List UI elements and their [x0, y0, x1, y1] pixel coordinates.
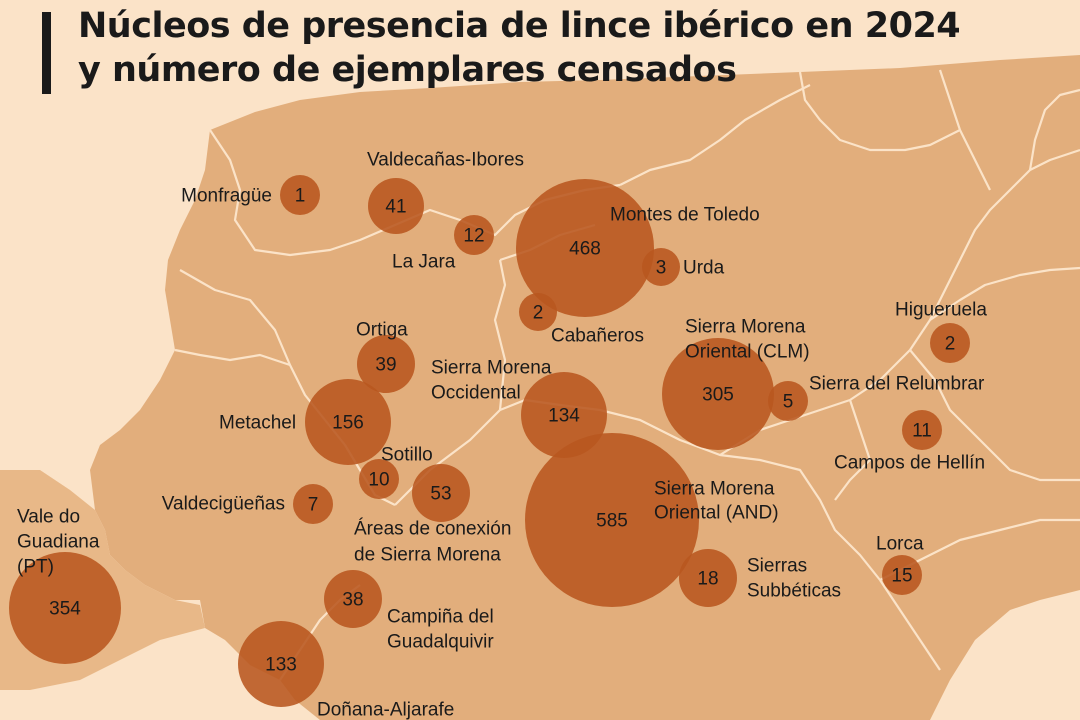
label-lajara: La Jara — [392, 252, 456, 273]
count-areas: 53 — [430, 484, 451, 505]
bubble-campina — [324, 570, 382, 628]
count-smclm: 305 — [702, 385, 734, 406]
label-campina-1: Campiña del — [387, 607, 494, 628]
label-areas-2: de Sierra Morena — [354, 545, 501, 566]
count-relumbrar: 5 — [783, 392, 794, 413]
bubble-higueruela — [930, 323, 970, 363]
bubble-smocc — [521, 372, 607, 458]
bubble-cabaneros — [519, 293, 557, 331]
label-smand-1: Sierra Morena — [654, 479, 775, 500]
label-vale-1: Vale do — [17, 507, 80, 528]
count-higueruela: 2 — [945, 334, 956, 355]
bubble-counts: 1 41 12 468 3 2 2 39 134 305 5 156 11 10… — [49, 186, 955, 676]
bubble-lorca — [882, 555, 922, 595]
label-vale-3: (PT) — [17, 557, 54, 578]
label-metachel: Metachel — [219, 413, 296, 434]
bubble-metachel — [305, 379, 391, 465]
label-cabaneros: Cabañeros — [551, 326, 644, 347]
label-sotillo: Sotillo — [381, 445, 433, 466]
bubble-vale — [9, 552, 121, 664]
label-lorca: Lorca — [876, 534, 924, 555]
count-montes: 468 — [569, 239, 601, 260]
bubble-relumbrar — [768, 381, 808, 421]
bubble-lajara — [454, 215, 494, 255]
label-valdecanas: Valdecañas-Ibores — [367, 150, 524, 171]
bubbles — [9, 175, 970, 707]
label-smand-2: Oriental (AND) — [654, 503, 779, 524]
count-hellin: 11 — [912, 421, 932, 442]
count-vale: 354 — [49, 599, 81, 620]
label-urda: Urda — [683, 258, 725, 279]
bubble-urda — [642, 248, 680, 286]
bubble-smand — [525, 433, 699, 607]
bubble-montes — [516, 179, 654, 317]
bubble-monfrague — [280, 175, 320, 215]
count-monfrague: 1 — [295, 186, 306, 207]
bubble-valdecanas — [368, 178, 424, 234]
count-valdecanas: 41 — [385, 197, 406, 218]
label-ortiga: Ortiga — [356, 320, 408, 341]
label-smclm-1: Sierra Morena — [685, 317, 806, 338]
title-accent-bar — [42, 12, 51, 94]
label-valdecig: Valdecigüeñas — [162, 494, 285, 515]
count-urda: 3 — [656, 258, 667, 279]
region-borders — [174, 69, 1080, 681]
title-line-1: Núcleos de presencia de lince ibérico en… — [78, 6, 961, 46]
bubble-sotillo — [359, 459, 399, 499]
label-subbeticas-2: Subbéticas — [747, 581, 841, 602]
label-montes: Montes de Toledo — [610, 205, 760, 226]
label-vale-2: Guadiana — [17, 532, 100, 553]
label-smocc-2: Occidental — [431, 383, 521, 404]
map-title: Núcleos de presencia de lince ibérico en… — [78, 4, 961, 92]
bubble-areas — [412, 464, 470, 522]
bubble-donana — [238, 621, 324, 707]
label-smclm-2: Oriental (CLM) — [685, 342, 810, 363]
label-subbeticas-1: Sierras — [747, 556, 807, 577]
count-smocc: 134 — [548, 406, 580, 427]
title-line-2: y número de ejemplares censados — [78, 50, 737, 90]
place-labels: Monfragüe Valdecañas-Ibores La Jara Mont… — [17, 150, 987, 720]
label-higueruela: Higueruela — [895, 300, 987, 321]
bubble-hellin — [902, 410, 942, 450]
count-sotillo: 10 — [368, 470, 389, 491]
label-campina-2: Guadalquivir — [387, 632, 494, 653]
bubble-subbeticas — [679, 549, 737, 607]
bubble-ortiga — [357, 335, 415, 393]
count-metachel: 156 — [332, 413, 364, 434]
count-subbeticas: 18 — [697, 569, 718, 590]
count-lorca: 15 — [891, 566, 912, 587]
count-smand: 585 — [596, 511, 628, 532]
label-donana: Doñana-Aljarafe — [317, 700, 454, 720]
bubble-valdecig — [293, 484, 333, 524]
label-hellin: Campos de Hellín — [834, 453, 985, 474]
label-areas-1: Áreas de conexión — [354, 519, 511, 540]
count-valdecig: 7 — [308, 495, 319, 516]
label-relumbrar: Sierra del Relumbrar — [809, 374, 985, 395]
bubble-smclm — [662, 338, 774, 450]
label-monfrague: Monfragüe — [181, 186, 272, 207]
count-campina: 38 — [342, 590, 363, 611]
count-ortiga: 39 — [375, 355, 396, 376]
count-cabaneros: 2 — [533, 303, 544, 324]
label-smocc-1: Sierra Morena — [431, 358, 552, 379]
count-donana: 133 — [265, 655, 297, 676]
count-lajara: 12 — [463, 226, 484, 247]
